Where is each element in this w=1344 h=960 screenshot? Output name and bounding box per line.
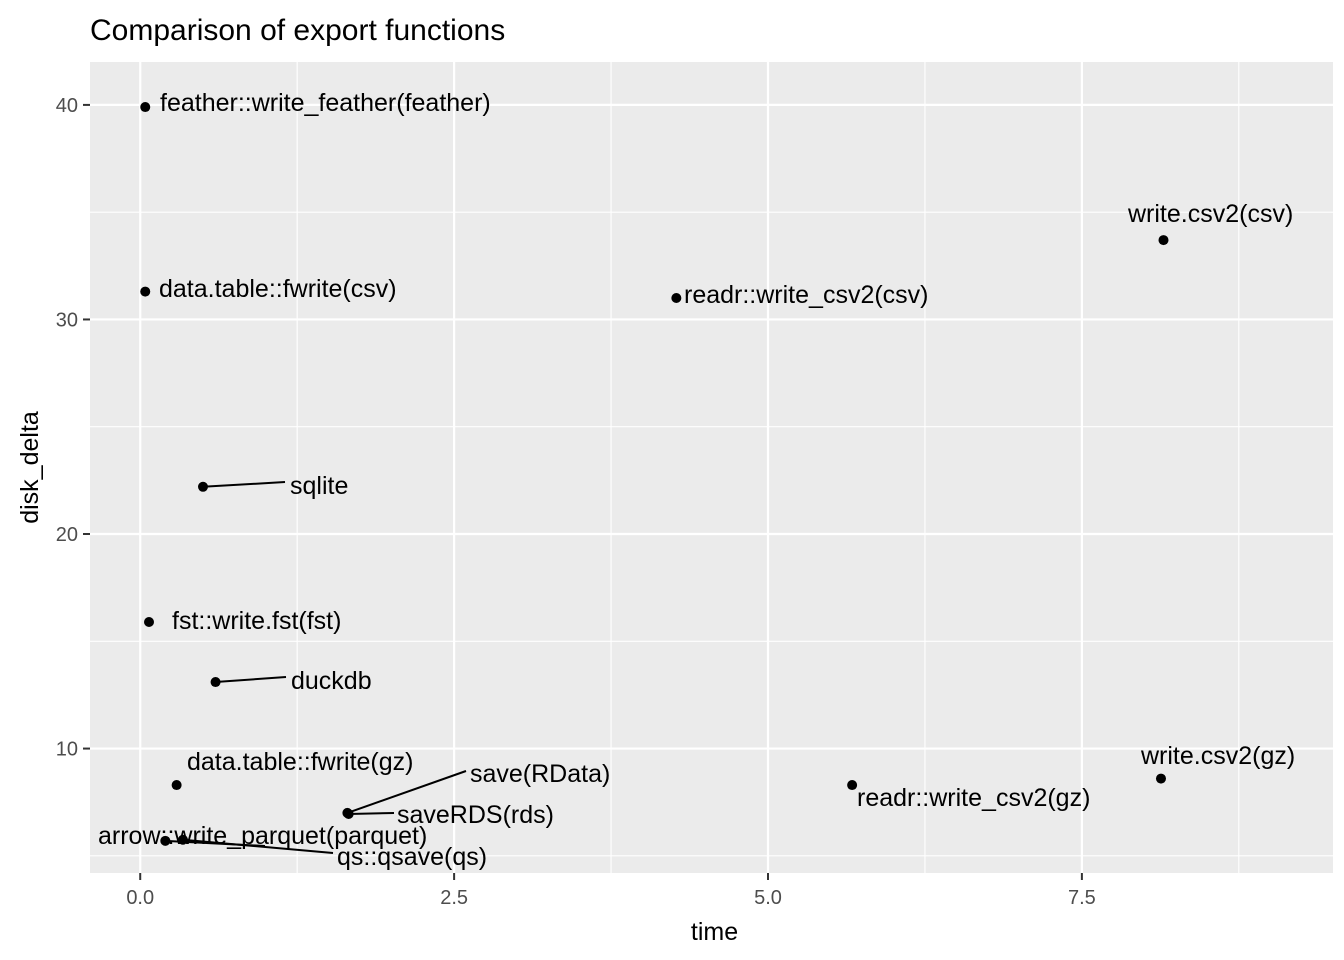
data-point [1158, 235, 1169, 246]
leader-line [215, 676, 287, 684]
data-point [847, 780, 858, 791]
point-label: feather::write_feather(feather) [160, 89, 491, 117]
y-tick-label: 20 [56, 524, 78, 546]
point-label: write.csv2(gz) [1140, 742, 1295, 770]
point-label: fst::write.fst(fst) [172, 607, 341, 635]
y-tick-label: 40 [56, 95, 78, 117]
data-point [140, 286, 151, 297]
point-label: duckdb [291, 667, 372, 695]
y-tick-label: 10 [56, 739, 78, 761]
leader-line [347, 770, 467, 814]
point-label: sqlite [290, 472, 348, 500]
point-label: readr::write_csv2(csv) [684, 281, 929, 309]
minor-gridlines [90, 62, 1333, 873]
y-axis: 10 20 30 40 [56, 95, 90, 761]
label-leader-lines [165, 481, 467, 854]
point-label: save(RData) [470, 760, 610, 788]
point-labels: feather::write_feather(feather)write.csv… [98, 89, 1295, 871]
data-point [144, 616, 155, 627]
data-point [210, 677, 221, 688]
major-gridlines [90, 62, 1333, 873]
data-point [1155, 773, 1166, 784]
x-axis-title: time [691, 918, 738, 946]
chart-title: Comparison of export functions [90, 14, 505, 47]
x-tick-label: 0.0 [126, 887, 154, 909]
point-label: qs::qsave(qs) [337, 843, 487, 871]
data-point [171, 780, 182, 791]
leader-line [348, 812, 395, 815]
data-point [198, 481, 208, 492]
x-axis: 0.0 2.5 5.0 7.5 [126, 873, 1096, 909]
data-points [140, 102, 1169, 846]
y-axis-title: disk_delta [16, 411, 44, 524]
data-point [160, 835, 171, 846]
point-label: arrow::write_parquet(parquet) [98, 822, 427, 850]
data-point [671, 293, 682, 304]
data-point [140, 102, 151, 113]
point-label: write.csv2(csv) [1127, 200, 1293, 228]
leader-line [182, 838, 334, 854]
x-tick-label: 5.0 [754, 887, 782, 909]
point-label: data.table::fwrite(gz) [187, 748, 414, 776]
data-point [177, 834, 188, 845]
x-tick-label: 2.5 [440, 887, 468, 909]
y-tick-label: 30 [56, 309, 78, 331]
point-label: data.table::fwrite(csv) [159, 275, 397, 303]
point-label: saveRDS(rds) [397, 801, 554, 829]
data-point [343, 808, 354, 819]
leader-line [202, 481, 286, 488]
point-label: readr::write_csv2(gz) [857, 784, 1090, 812]
x-tick-label: 7.5 [1068, 887, 1096, 909]
